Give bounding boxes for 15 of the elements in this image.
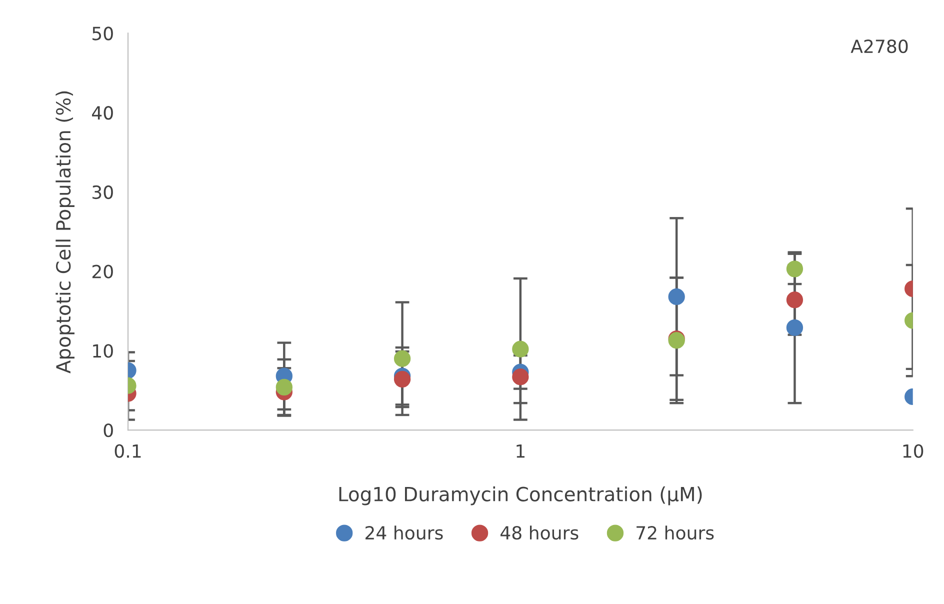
legend-label: 72 hours <box>636 526 714 540</box>
x-tick-label: 10 <box>903 444 924 458</box>
y-tick-label: 30 <box>92 185 113 200</box>
y-tick-label: 10 <box>93 344 113 358</box>
y-tick-label: 50 <box>92 26 113 40</box>
annotation: A2780 <box>850 39 908 54</box>
x-axis-title: Log10 Duramycin Concentration (µM) <box>339 486 702 506</box>
y-tick-label: 0 <box>104 424 113 438</box>
y-tick-label: 20 <box>92 264 113 278</box>
legend-label: 24 hours <box>366 526 443 540</box>
x-tick-label: 1 <box>516 444 525 458</box>
x-tick-label: 0.1 <box>114 444 141 458</box>
y-axis-title: Apoptotic Cell Population (%) <box>56 91 74 374</box>
legend-label: 48 hours <box>500 526 578 540</box>
y-tick-label: 40 <box>92 106 113 120</box>
